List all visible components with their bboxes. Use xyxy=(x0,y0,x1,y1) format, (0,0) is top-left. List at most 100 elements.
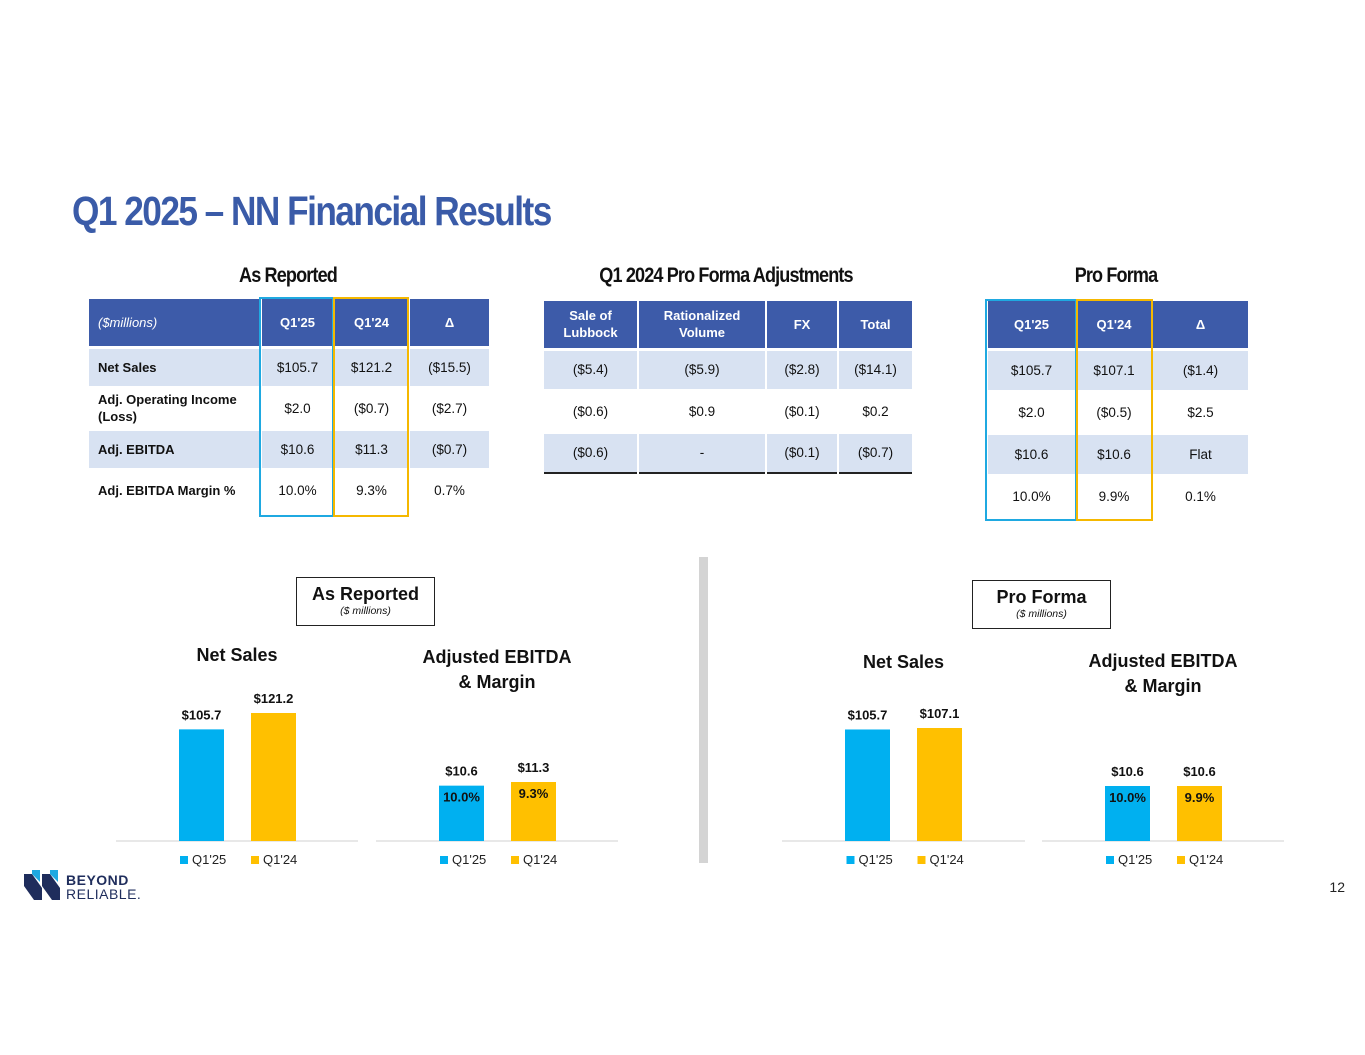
table-cell: ($0.1) xyxy=(765,430,839,473)
data-label: $10.6 xyxy=(1183,764,1216,779)
row-label: Adj. EBITDA xyxy=(87,427,262,469)
margin-label: 10.0% xyxy=(443,790,480,805)
table-cell: $2.5 xyxy=(1151,389,1250,433)
table-cell: ($2.7) xyxy=(408,385,491,429)
logo-line2: RELIABLE. xyxy=(66,886,142,902)
table-cell: ($5.4) xyxy=(542,347,639,390)
box-title: As Reported xyxy=(311,584,419,604)
as-reported-box: As Reported ($ millions) xyxy=(296,577,435,626)
data-label: $107.1 xyxy=(920,706,960,721)
table-header-row: ($millions) Q1'25 Q1'24 Δ xyxy=(87,299,491,347)
nn-logo-icon xyxy=(24,870,60,900)
pro-forma-table: Q1'25 Q1'24 Δ $105.7 $107.1 ($1.4) $2.0 … xyxy=(986,301,1250,517)
data-label: $10.6 xyxy=(445,764,478,779)
table-row: 10.0% 9.9% 0.1% xyxy=(986,473,1250,517)
margin-label: 10.0% xyxy=(1109,790,1146,805)
chart-title: Adjusted EBITDA xyxy=(422,647,571,667)
data-label: $121.2 xyxy=(254,691,294,706)
legend-label: Q1'24 xyxy=(523,852,557,867)
bar-Q125 xyxy=(845,729,890,841)
column-header: Q1'24 xyxy=(333,299,410,347)
legend-swatch-q124 xyxy=(251,856,259,864)
chart-title: Adjusted EBITDA xyxy=(1088,651,1237,671)
table-cell: ($1.4) xyxy=(1151,347,1250,391)
table-cell: $0.2 xyxy=(837,388,914,432)
table-cell: $11.3 xyxy=(333,427,410,469)
table-row: Adj. Operating Income (Loss) $2.0 ($0.7)… xyxy=(87,385,491,429)
table-cell: ($0.7) xyxy=(333,385,410,429)
table-cell: 0.7% xyxy=(408,467,491,511)
legend-label: Q1'25 xyxy=(1118,852,1152,867)
table-cell: Flat xyxy=(1151,431,1250,475)
legend-label: Q1'25 xyxy=(192,852,226,867)
table-cell: 0.1% xyxy=(1151,473,1250,517)
column-header: Δ xyxy=(1151,301,1250,349)
table-header-row: Q1'25 Q1'24 Δ xyxy=(986,301,1250,349)
table-cell: $105.7 xyxy=(260,345,335,387)
table-cell: ($14.1) xyxy=(837,347,914,390)
table-cell: ($5.9) xyxy=(637,347,767,390)
logo-line1: BEYOND xyxy=(66,872,129,888)
box-subtitle: ($ millions) xyxy=(340,605,391,617)
column-header: Δ xyxy=(408,299,491,347)
table-row: ($5.4) ($5.9) ($2.8) ($14.1) xyxy=(542,347,914,390)
table-cell: ($2.8) xyxy=(765,347,839,390)
column-header: Q1'24 xyxy=(1075,301,1153,349)
data-label: $105.7 xyxy=(848,707,888,722)
data-label: $105.7 xyxy=(182,707,222,722)
bar-Q124 xyxy=(1177,786,1222,841)
table-row: $105.7 $107.1 ($1.4) xyxy=(986,347,1250,391)
margin-label: 9.9% xyxy=(1185,790,1215,805)
page-number: 12 xyxy=(1329,879,1345,895)
legend-label: Q1'25 xyxy=(452,852,486,867)
legend-swatch-q124 xyxy=(917,856,926,864)
data-label: $10.6 xyxy=(1111,764,1144,779)
table-row: Net Sales $105.7 $121.2 ($15.5) xyxy=(87,345,491,387)
chart-title: Net Sales xyxy=(863,652,944,672)
logo-text: BEYOND RELIABLE. xyxy=(66,873,141,901)
data-label: $11.3 xyxy=(518,760,550,775)
page-title: Q1 2025 – NN Financial Results xyxy=(72,188,552,234)
chart-title: Net Sales xyxy=(196,645,277,665)
bar-Q124 xyxy=(511,782,556,841)
table-cell: ($0.7) xyxy=(408,427,491,469)
table-cell: ($0.1) xyxy=(765,388,839,432)
chart-title: & Margin xyxy=(458,672,535,692)
table-cell: $10.6 xyxy=(986,431,1077,475)
as-reported-heading: As Reported xyxy=(239,264,338,287)
column-header: Sale of Lubbock xyxy=(542,301,639,349)
bar-Q124 xyxy=(251,713,296,841)
column-header: Q1'25 xyxy=(986,301,1077,349)
legend-swatch-q124 xyxy=(511,856,519,864)
column-header: FX xyxy=(765,301,839,349)
column-header: Rationalized Volume xyxy=(637,301,767,349)
table-row: ($0.6) $0.9 ($0.1) $0.2 xyxy=(542,388,914,432)
table-cell: - xyxy=(637,430,767,473)
legend-label: Q1'24 xyxy=(263,852,297,867)
table-cell: $105.7 xyxy=(986,347,1077,391)
table-cell: ($0.6) xyxy=(542,430,639,473)
box-subtitle: ($ millions) xyxy=(1016,608,1067,620)
box-title: Pro Forma xyxy=(996,587,1087,607)
adjustments-heading: Q1 2024 Pro Forma Adjustments xyxy=(599,264,853,287)
table-cell: 10.0% xyxy=(260,467,335,511)
table-row: $2.0 ($0.5) $2.5 xyxy=(986,389,1250,433)
table-cell: $121.2 xyxy=(333,345,410,387)
bar-Q124 xyxy=(917,728,962,841)
legend-swatch-q124 xyxy=(1177,856,1185,864)
table-cell: ($15.5) xyxy=(408,345,491,387)
table-cell: $2.0 xyxy=(260,385,335,429)
legend-swatch-q125 xyxy=(846,856,855,864)
table-cell: ($0.7) xyxy=(837,430,914,473)
bar-Q125 xyxy=(439,785,484,841)
table-cell: 9.9% xyxy=(1075,473,1153,517)
pro-forma-box: Pro Forma ($ millions) xyxy=(972,580,1111,629)
legend-swatch-q125 xyxy=(180,856,188,864)
table-header-row: Sale of Lubbock Rationalized Volume FX T… xyxy=(542,301,914,349)
table-cell: 9.3% xyxy=(333,467,410,511)
table-cell: ($0.6) xyxy=(542,388,639,432)
margin-label: 9.3% xyxy=(519,786,549,801)
section-divider xyxy=(699,557,708,863)
table-cell: $2.0 xyxy=(986,389,1077,433)
